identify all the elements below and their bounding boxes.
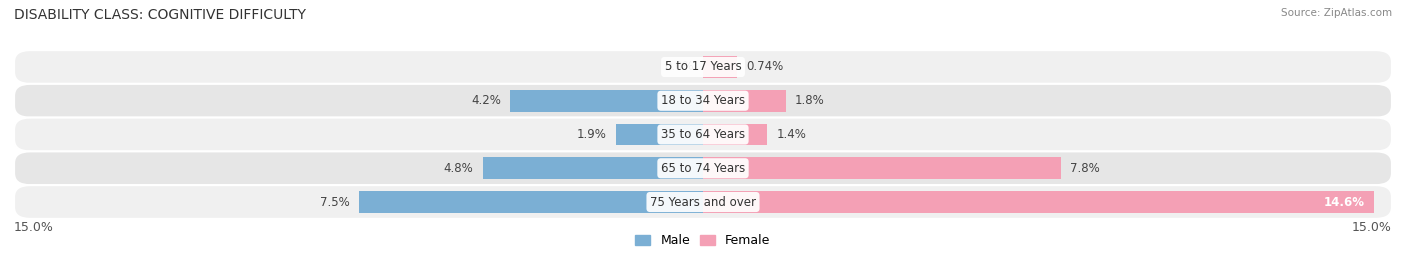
Text: 1.9%: 1.9%	[576, 128, 606, 141]
Text: Source: ZipAtlas.com: Source: ZipAtlas.com	[1281, 8, 1392, 18]
Bar	[703, 56, 737, 78]
Text: 1.4%: 1.4%	[776, 128, 807, 141]
FancyBboxPatch shape	[14, 84, 1392, 118]
Bar	[510, 90, 703, 112]
Bar	[703, 123, 768, 146]
Legend: Male, Female: Male, Female	[630, 229, 776, 252]
Text: 15.0%: 15.0%	[1353, 221, 1392, 233]
Text: 35 to 64 Years: 35 to 64 Years	[661, 128, 745, 141]
Text: 5 to 17 Years: 5 to 17 Years	[665, 61, 741, 73]
Bar	[482, 157, 703, 179]
FancyBboxPatch shape	[14, 118, 1392, 151]
Text: DISABILITY CLASS: COGNITIVE DIFFICULTY: DISABILITY CLASS: COGNITIVE DIFFICULTY	[14, 8, 307, 22]
Text: 7.5%: 7.5%	[319, 196, 349, 208]
FancyBboxPatch shape	[14, 50, 1392, 84]
Bar	[703, 191, 1374, 213]
FancyBboxPatch shape	[14, 185, 1392, 219]
Bar	[359, 191, 703, 213]
Bar	[616, 123, 703, 146]
Text: 4.2%: 4.2%	[471, 94, 501, 107]
Bar	[703, 157, 1062, 179]
Bar	[703, 90, 786, 112]
Text: 18 to 34 Years: 18 to 34 Years	[661, 94, 745, 107]
Text: 65 to 74 Years: 65 to 74 Years	[661, 162, 745, 175]
Text: 15.0%: 15.0%	[14, 221, 53, 233]
Text: 1.8%: 1.8%	[794, 94, 824, 107]
FancyBboxPatch shape	[14, 151, 1392, 185]
Text: 75 Years and over: 75 Years and over	[650, 196, 756, 208]
Text: 14.6%: 14.6%	[1323, 196, 1364, 208]
Text: 7.8%: 7.8%	[1070, 162, 1099, 175]
Text: 0.74%: 0.74%	[747, 61, 783, 73]
Text: 0.0%: 0.0%	[664, 61, 693, 73]
Text: 4.8%: 4.8%	[444, 162, 474, 175]
